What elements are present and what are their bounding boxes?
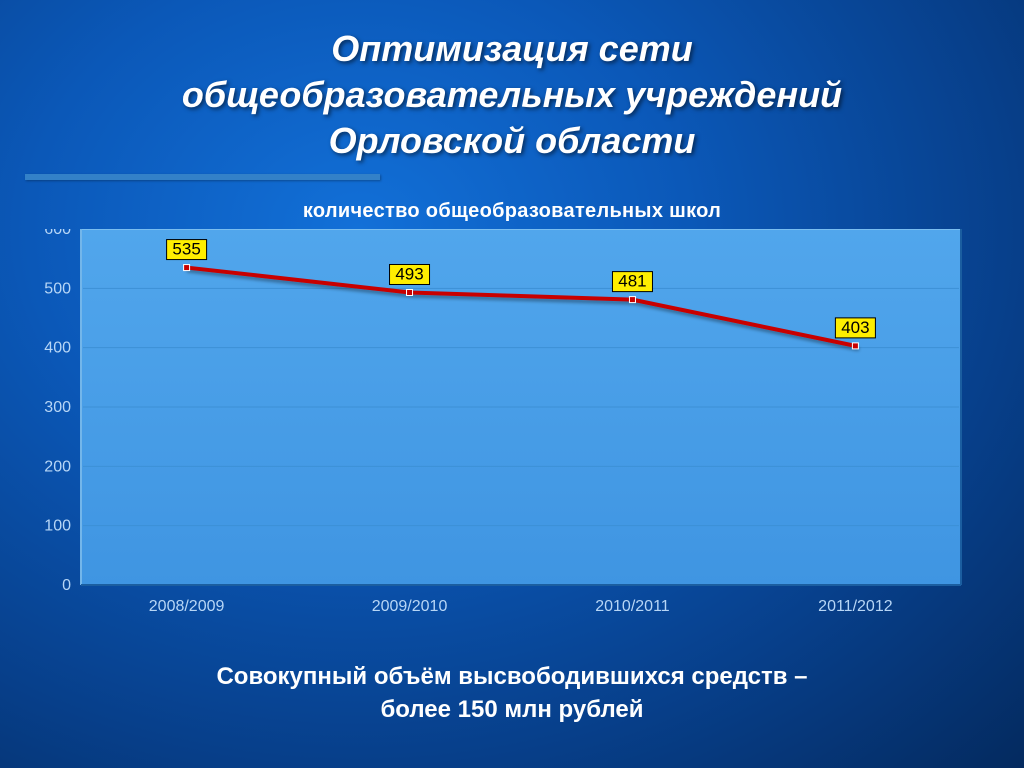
footer-note: Совокупный объём высвободившихся средств… xyxy=(0,661,1024,726)
svg-text:403: 403 xyxy=(841,318,869,337)
title-line-1: Оптимизация сети xyxy=(41,26,983,72)
svg-text:2008/2009: 2008/2009 xyxy=(149,598,225,615)
svg-text:400: 400 xyxy=(44,340,71,357)
svg-text:200: 200 xyxy=(44,459,71,476)
svg-text:500: 500 xyxy=(44,281,71,298)
svg-text:2009/2010: 2009/2010 xyxy=(372,598,448,615)
chart-area: 0 100 200 300 400 500 600 535 493 481 403 2008/2009… xyxy=(27,229,997,629)
svg-text:100: 100 xyxy=(44,518,71,535)
chart-subtitle: количество общеобразовательных школ xyxy=(0,200,1024,223)
title-line-3: Орловской области xyxy=(41,118,983,164)
footer-line-2: более 150 млн рублей xyxy=(0,694,1024,726)
svg-text:600: 600 xyxy=(44,229,71,238)
slide-title: Оптимизация сети общеобразовательных учр… xyxy=(41,26,983,164)
footer-line-1: Совокупный объём высвободившихся средств… xyxy=(0,661,1024,693)
svg-text:2010/2011: 2010/2011 xyxy=(595,598,670,615)
chart-subtitle-text: количество общеобразовательных школ xyxy=(303,200,721,222)
svg-text:300: 300 xyxy=(44,399,71,416)
svg-text:0: 0 xyxy=(62,577,71,594)
line-chart-svg: 0 100 200 300 400 500 600 535 493 481 403 2008/2009… xyxy=(27,229,997,629)
slide: Оптимизация сети общеобразовательных учр… xyxy=(0,0,1024,768)
svg-text:481: 481 xyxy=(618,272,646,291)
title-line-2: общеобразовательных учреждений xyxy=(41,72,983,118)
title-underline xyxy=(25,174,380,180)
svg-text:2011/2012: 2011/2012 xyxy=(818,598,893,615)
svg-text:535: 535 xyxy=(172,240,200,259)
svg-text:493: 493 xyxy=(395,265,423,284)
